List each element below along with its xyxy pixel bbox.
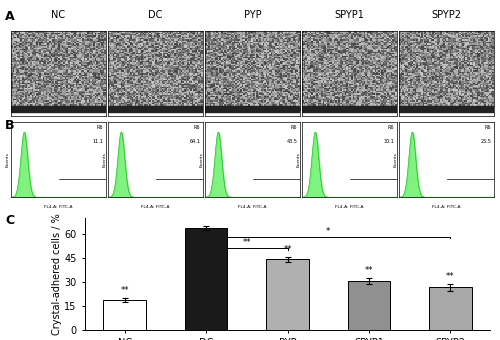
Bar — [399, 106, 494, 112]
Text: Events: Events — [297, 152, 301, 167]
Text: FL4-A: FITC-A: FL4-A: FITC-A — [336, 205, 364, 209]
Text: A: A — [5, 10, 15, 23]
Text: FL4-A: FITC-A: FL4-A: FITC-A — [142, 205, 170, 209]
Bar — [429, 287, 472, 330]
Bar — [11, 106, 106, 112]
Text: R6: R6 — [96, 125, 103, 130]
Text: SPYP1: SPYP1 — [334, 10, 364, 20]
Text: 25.5: 25.5 — [480, 139, 491, 144]
Text: R6: R6 — [194, 125, 200, 130]
Text: Events: Events — [394, 152, 398, 167]
Bar — [266, 259, 308, 330]
Text: *: * — [326, 227, 330, 236]
Text: 43.5: 43.5 — [286, 139, 297, 144]
Bar — [205, 106, 300, 112]
Bar — [348, 281, 390, 330]
Text: FL4-A: FITC-A: FL4-A: FITC-A — [238, 205, 267, 209]
Text: 30.1: 30.1 — [384, 139, 394, 144]
Text: FL4-A: FITC-A: FL4-A: FITC-A — [432, 205, 461, 209]
Text: FL4-A: FITC-A: FL4-A: FITC-A — [44, 205, 73, 209]
Text: 11.1: 11.1 — [92, 139, 103, 144]
Bar — [185, 228, 227, 330]
Y-axis label: Crystal-adhered cells / %: Crystal-adhered cells / % — [52, 213, 62, 335]
Text: **: ** — [120, 286, 129, 295]
Text: R6: R6 — [290, 125, 297, 130]
Text: B: B — [5, 119, 15, 132]
Text: SPYP2: SPYP2 — [432, 10, 462, 20]
Text: **: ** — [364, 266, 373, 274]
Bar — [104, 300, 146, 330]
Text: **: ** — [283, 245, 292, 254]
Bar — [302, 106, 397, 112]
Text: DC: DC — [148, 10, 162, 20]
Text: R6: R6 — [388, 125, 394, 130]
Text: Events: Events — [200, 152, 204, 167]
Text: Events: Events — [6, 152, 10, 167]
Text: Events: Events — [103, 152, 107, 167]
Text: PYP: PYP — [244, 10, 262, 20]
Bar — [108, 106, 203, 112]
Text: **: ** — [242, 238, 251, 247]
Text: 64.1: 64.1 — [190, 139, 200, 144]
Text: NC: NC — [52, 10, 66, 20]
Text: C: C — [5, 214, 14, 227]
Text: **: ** — [446, 272, 454, 281]
Text: R6: R6 — [484, 125, 491, 130]
